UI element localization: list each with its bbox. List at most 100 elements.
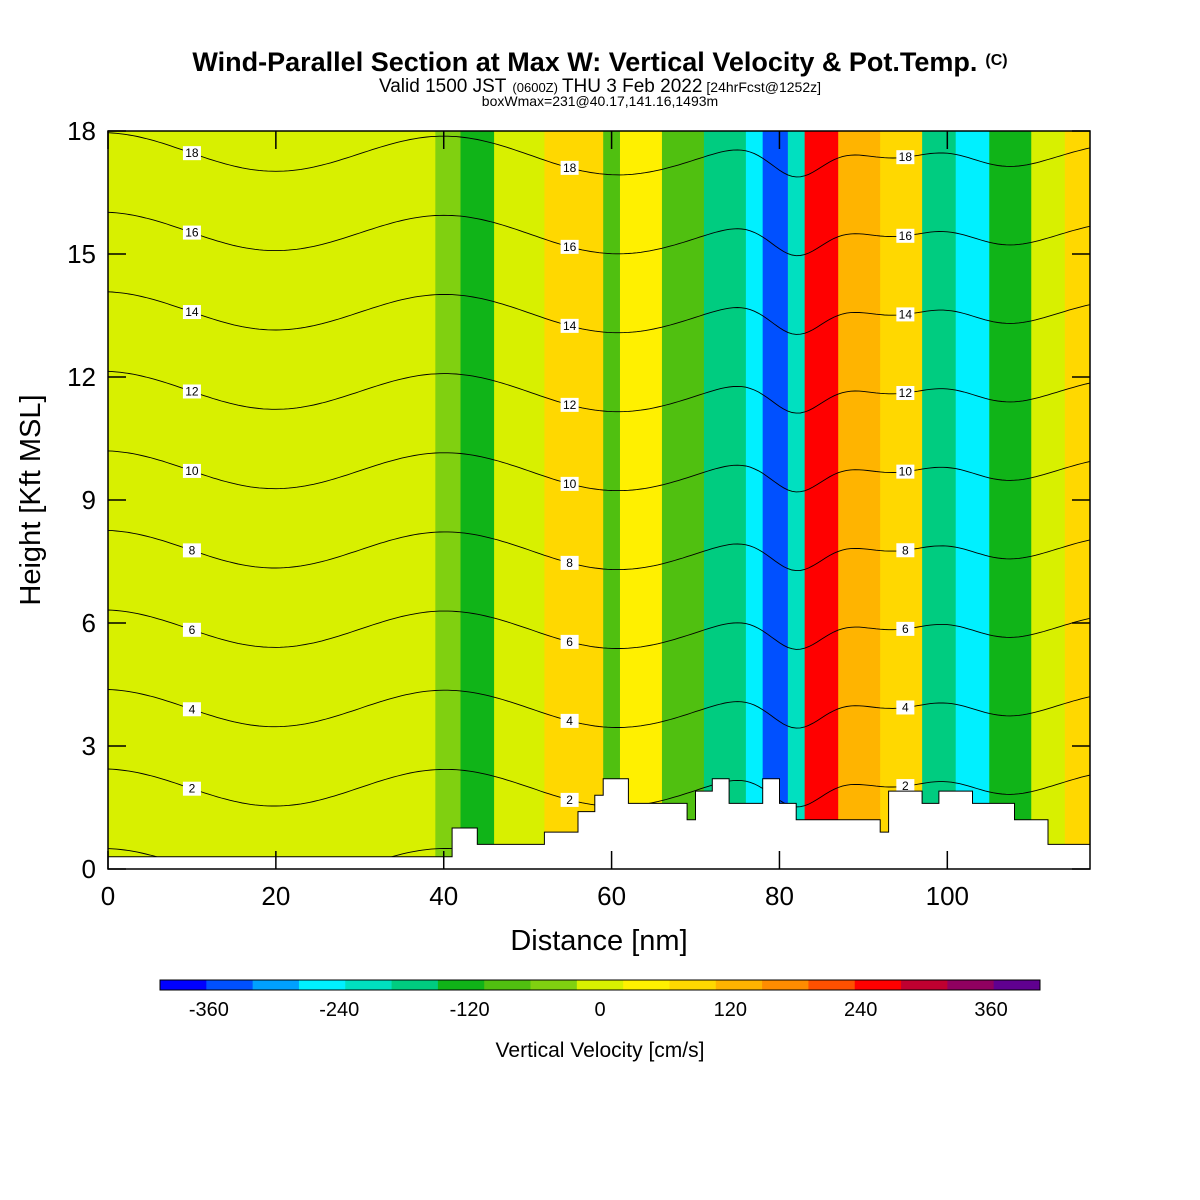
contour-label-10-1: 10 <box>560 476 579 491</box>
theta-contour-10 <box>108 450 1090 493</box>
velocity-band-5 <box>603 131 621 869</box>
contour-label-text: 8 <box>566 556 573 570</box>
contour-label-text: 2 <box>902 779 909 793</box>
contour-label-14-2: 14 <box>896 307 915 322</box>
contour-label-text: 8 <box>902 543 909 557</box>
colorbar-tick-0: 0 <box>594 999 605 1021</box>
contour-label-bg <box>182 543 201 558</box>
velocity-band-12 <box>804 131 839 869</box>
contour-label-bg <box>560 476 579 491</box>
theta-contour-6 <box>108 609 1090 650</box>
theta-contours: 2 2 2 4 4 4 6 6 6 8 8 8 10 10 10 12 12 12 14 14 14 16 16 16 18 18… <box>108 132 1090 869</box>
colorbar-swatch-13 <box>762 980 809 990</box>
colorbar-swatch-8 <box>530 980 578 990</box>
colorbar-swatch-18 <box>993 980 1041 990</box>
contour-label-text: 16 <box>563 240 577 254</box>
x-axis-label: Distance [nm] <box>510 925 687 957</box>
chart-title-text: Wind-Parallel Section at Max W: Vertical… <box>192 47 977 77</box>
contour-label-text: 6 <box>189 623 196 637</box>
contour-label-bg <box>182 702 201 717</box>
contour-label-2-0: 2 <box>182 781 201 796</box>
colorbar-tick-360: 360 <box>974 999 1007 1021</box>
contour-label-text: 12 <box>185 384 199 398</box>
contour-label-6-2: 6 <box>896 621 915 636</box>
contour-label-bg <box>182 384 201 399</box>
colorbar-swatch-12 <box>715 980 763 990</box>
colorbar-swatch-9 <box>576 980 624 990</box>
contour-label-bg <box>560 318 579 333</box>
contour-label-6-1: 6 <box>560 634 579 649</box>
valid-time: Valid 1500 JST <box>379 76 507 97</box>
contour-label-12-2: 12 <box>896 386 915 401</box>
colorbar-swatch-17 <box>947 980 995 990</box>
contour-label-text: 14 <box>563 319 577 333</box>
contour-label-text: 4 <box>566 714 573 728</box>
colorbar-tick-240: 240 <box>844 999 877 1021</box>
colorbar: -360 -240 -120 0 120 240 360 <box>159 979 1041 1021</box>
contour-label-bg <box>896 307 915 322</box>
contour-label-8-2: 8 <box>896 543 915 558</box>
velocity-band-8 <box>703 131 747 869</box>
velocity-band-11 <box>787 131 806 869</box>
contour-label-text: 10 <box>563 477 577 491</box>
contour-label-8-0: 8 <box>182 543 201 558</box>
axes: 0 20 40 60 80 100 0 3 6 9 12 15 18 <box>67 116 1090 911</box>
velocity-band-10 <box>762 131 789 869</box>
x-tick-label-40: 40 <box>429 881 458 911</box>
contour-label-2-1: 2 <box>560 792 579 807</box>
y-tick-label-18: 18 <box>67 116 96 146</box>
contour-label-text: 2 <box>566 793 573 807</box>
contour-label-text: 16 <box>899 229 913 243</box>
velocity-band-9 <box>745 131 764 869</box>
contour-label-12-1: 12 <box>560 397 579 412</box>
contour-label-14-0: 14 <box>182 305 201 320</box>
contour-label-bg <box>560 160 579 175</box>
y-tick-label-15: 15 <box>67 239 96 269</box>
contour-label-bg <box>182 781 201 796</box>
colorbar-swatch-7 <box>484 980 532 990</box>
contour-label-18-1: 18 <box>560 160 579 175</box>
colorbar-swatch-0 <box>160 980 207 990</box>
contour-label-18-2: 18 <box>896 150 915 165</box>
velocity-band-16 <box>955 131 990 869</box>
colorbar-swatch-16 <box>901 980 948 990</box>
contour-label-text: 6 <box>902 622 909 636</box>
contour-label-bg <box>896 700 915 715</box>
y-tick-label-12: 12 <box>67 362 96 392</box>
colorbar-swatch-14 <box>808 980 856 990</box>
contour-label-8-1: 8 <box>560 555 579 570</box>
y-tick-label-9: 9 <box>82 485 96 515</box>
x-tick-label-60: 60 <box>597 881 626 911</box>
colorbar-tick--360: -360 <box>189 999 229 1021</box>
contour-label-text: 14 <box>185 305 199 319</box>
contour-label-bg <box>182 225 201 240</box>
contour-label-text: 6 <box>566 635 573 649</box>
chart-title: Wind-Parallel Section at Max W: Vertical… <box>192 47 1007 77</box>
colorbar-swatch-1 <box>206 980 254 990</box>
contour-label-text: 12 <box>899 386 913 400</box>
box-wmax-label: boxWmax=231@40.17,141.16,1493m <box>482 93 718 109</box>
contour-label-text: 18 <box>563 161 577 175</box>
theta-contour-12 <box>108 370 1090 414</box>
contour-label-text: 8 <box>189 543 196 557</box>
colorbar-tick-120: 120 <box>714 999 747 1021</box>
valid-date: THU 3 Feb 2022 <box>562 76 702 97</box>
contour-label-4-1: 4 <box>560 713 579 728</box>
colorbar-swatch-11 <box>669 980 717 990</box>
colorbar-swatch-4 <box>345 980 393 990</box>
y-axis-label: Height [Kft MSL] <box>15 394 47 605</box>
contour-label-bg <box>896 621 915 636</box>
colorbar-swatch-5 <box>391 980 439 990</box>
forecast-info: [24hrFcst@1252z] <box>706 79 821 95</box>
velocity-band-3 <box>494 131 546 869</box>
contour-label-text: 16 <box>185 226 199 240</box>
velocity-band-18 <box>1031 131 1066 869</box>
contour-label-bg <box>182 463 201 478</box>
contour-label-14-1: 14 <box>560 318 579 333</box>
colorbar-tick--240: -240 <box>319 999 359 1021</box>
theta-contour-18 <box>108 132 1090 178</box>
contour-label-bg <box>896 543 915 558</box>
contour-label-bg <box>896 779 915 794</box>
contour-label-16-2: 16 <box>896 228 915 243</box>
terrain <box>108 778 1090 869</box>
